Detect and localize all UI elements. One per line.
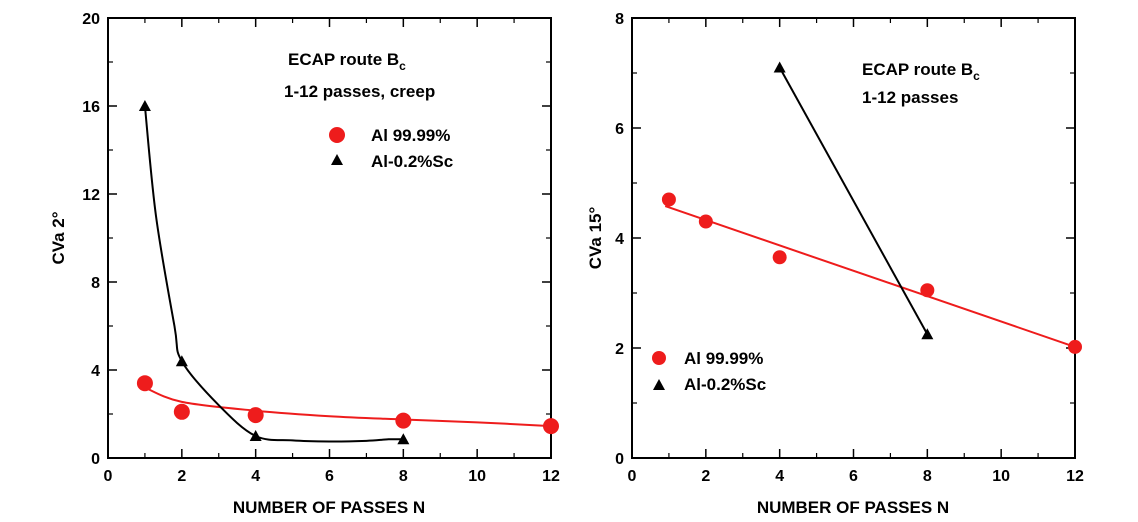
data-point-sc-left xyxy=(175,355,188,367)
data-point-al-right xyxy=(698,214,713,229)
fit-line-sc-left xyxy=(143,105,404,443)
y-tick-label-left: 20 xyxy=(82,11,100,28)
y-tick-label-right: 2 xyxy=(615,341,624,358)
data-point-sc-left xyxy=(138,100,151,111)
annotation-line1-right: ECAP route Bc xyxy=(862,60,980,83)
annotation-line2-right: 1-12 passes xyxy=(862,88,958,107)
annotation-line2-left: 1-12 passes, creep xyxy=(284,82,435,101)
data-point-al-right xyxy=(1068,339,1082,354)
y-tick-label-left: 8 xyxy=(91,275,100,292)
chart-right: 0 2 4 6 8 10 12 0 2 4 6 8 NUMBER OF PASSES N CVa 15… xyxy=(586,11,1084,517)
legend-label-al-left: Al 99.99% xyxy=(371,126,450,145)
x-tick-label-left: 10 xyxy=(468,468,486,485)
y-tick-label-right: 6 xyxy=(615,121,624,138)
x-tick-label-left: 12 xyxy=(542,468,560,485)
data-point-sc-left xyxy=(249,430,262,441)
data-point-al-left xyxy=(395,412,412,429)
x-tick-label-right: 4 xyxy=(775,468,784,485)
legend-marker-sc-right xyxy=(653,379,665,390)
y-tick-label-left: 4 xyxy=(91,363,100,380)
annotation-subscript-left: c xyxy=(399,59,406,73)
legend-marker-al-right xyxy=(652,351,666,365)
y-tick-label-right: 0 xyxy=(615,451,624,468)
data-point-al-right xyxy=(920,283,935,298)
fit-line-al-left xyxy=(144,386,552,428)
x-tick-label-left: 6 xyxy=(325,468,334,485)
data-point-al-left xyxy=(173,403,190,420)
y-axis-label-left: CVa 2° xyxy=(49,211,68,264)
data-points-right xyxy=(661,61,1082,354)
x-axis-label-left: NUMBER OF PASSES N xyxy=(233,498,425,517)
x-tick-label-right: 12 xyxy=(1066,468,1084,485)
data-point-sc-right xyxy=(921,328,934,340)
data-point-al-left xyxy=(543,418,559,435)
data-point-sc-right xyxy=(773,61,786,73)
x-tick-label-right: 2 xyxy=(701,468,710,485)
y-tick-label-right: 4 xyxy=(615,231,624,248)
data-point-sc-left xyxy=(397,433,410,445)
legend-label-sc-right: Al-0.2%Sc xyxy=(684,375,766,394)
x-tick-label-right: 8 xyxy=(923,468,932,485)
y-tick-label-right: 8 xyxy=(615,11,624,28)
annotation-main-left: ECAP route B xyxy=(288,50,399,69)
fit-lines-right xyxy=(664,67,1076,348)
data-points-left xyxy=(136,100,559,445)
x-tick-label-right: 0 xyxy=(628,468,637,485)
data-point-al-left xyxy=(247,407,264,424)
legend-marker-al-left xyxy=(329,127,345,143)
data-point-al-right xyxy=(772,250,787,265)
annotation-line1-left: ECAP route Bc xyxy=(288,50,406,73)
y-tick-label-left: 16 xyxy=(82,99,100,116)
annotation-main-right: ECAP route B xyxy=(862,60,973,79)
y-tick-label-left: 12 xyxy=(82,187,100,204)
x-tick-label-left: 0 xyxy=(104,468,113,485)
legend-label-sc-left: Al-0.2%Sc xyxy=(371,152,453,171)
data-point-al-right xyxy=(661,192,676,207)
axis-ticks-right: 0 2 4 6 8 10 12 0 2 4 6 8 xyxy=(615,11,1084,485)
fit-lines-left xyxy=(143,105,552,443)
legend-label-al-right: Al 99.99% xyxy=(684,349,763,368)
x-tick-label-right: 6 xyxy=(849,468,858,485)
legend-marker-sc-left xyxy=(331,154,343,165)
annotation-subscript-right: c xyxy=(973,69,980,83)
chart-left: 0 2 4 6 8 10 12 0 4 8 12 16 20 NUMBER OF PASSES N CV… xyxy=(49,11,560,517)
y-axis-label-right: CVa 15° xyxy=(586,207,605,270)
x-tick-label-right: 10 xyxy=(992,468,1010,485)
y-tick-label-left: 0 xyxy=(91,451,100,468)
fit-line-sc-right xyxy=(778,67,929,335)
x-axis-label-right: NUMBER OF PASSES N xyxy=(757,498,949,517)
x-tick-label-left: 4 xyxy=(251,468,260,485)
x-tick-label-left: 8 xyxy=(399,468,408,485)
data-point-al-left xyxy=(136,375,153,392)
x-tick-label-left: 2 xyxy=(177,468,186,485)
fit-line-al-right xyxy=(664,205,1076,348)
axis-ticks-left: 0 2 4 6 8 10 12 0 4 8 12 16 20 xyxy=(82,11,560,485)
